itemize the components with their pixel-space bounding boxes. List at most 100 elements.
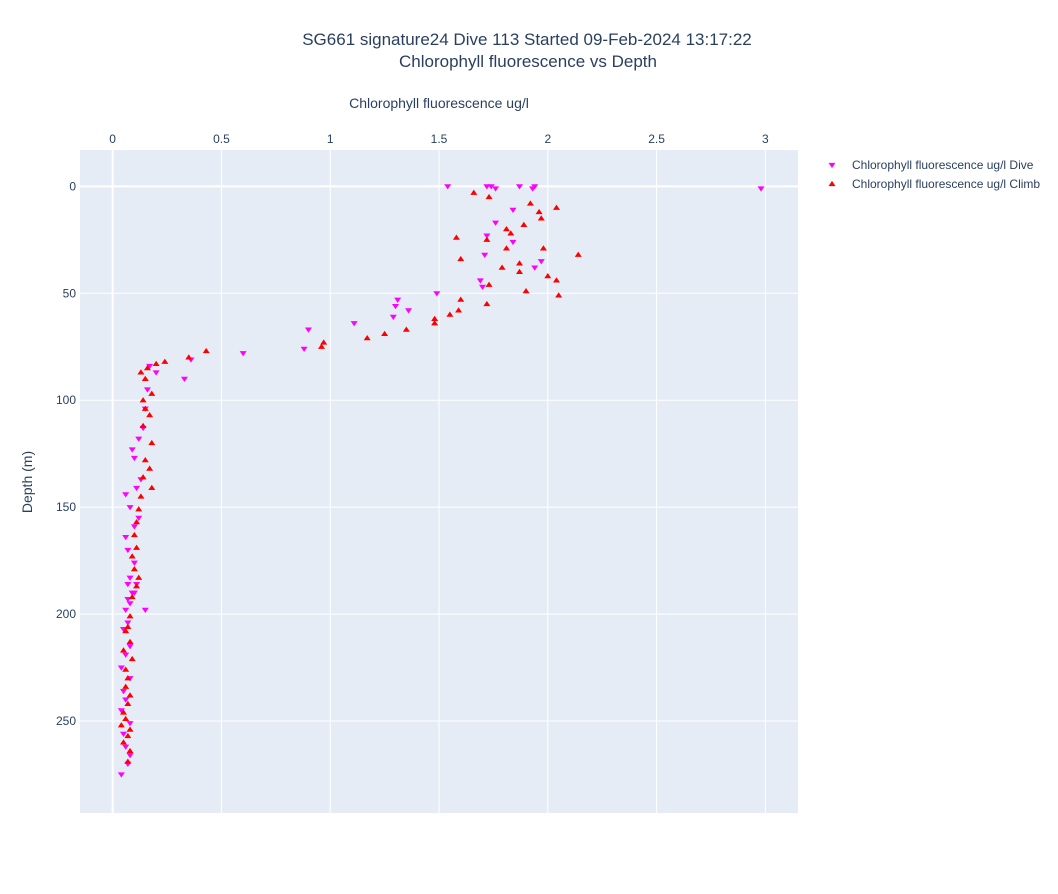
climb-point xyxy=(470,189,478,195)
legend-item-dive[interactable]: Chlorophyll fluorescence ug/l Dive xyxy=(828,158,1034,172)
dive-point xyxy=(117,665,125,671)
climb-point xyxy=(320,339,328,345)
climb-point xyxy=(363,335,371,341)
climb-point xyxy=(516,260,524,266)
climb-point xyxy=(139,474,147,480)
y-tick-label: 250 xyxy=(56,714,76,728)
climb-point xyxy=(139,422,147,428)
legend-label-climb: Chlorophyll fluorescence ug/l Climb xyxy=(852,177,1040,191)
dive-point xyxy=(483,233,491,239)
x-tick-label: 0.5 xyxy=(213,132,230,146)
climb-point xyxy=(139,397,147,403)
climb-point xyxy=(431,320,439,326)
climb-point xyxy=(526,200,534,206)
dive-point xyxy=(757,186,765,192)
climb-point xyxy=(502,245,510,251)
dive-point xyxy=(117,708,125,714)
climb-point xyxy=(133,544,141,550)
dive-point xyxy=(122,744,130,750)
climb-point xyxy=(507,230,515,236)
dive-point xyxy=(509,207,517,214)
chart-subtitle: Chlorophyll fluorescence vs Depth xyxy=(399,52,657,71)
y-tick-label: 200 xyxy=(56,607,76,621)
climb-point xyxy=(152,360,160,366)
chart-title: SG661 signature24 Dive 113 Started 09-Fe… xyxy=(302,30,752,49)
dive-point xyxy=(130,455,138,462)
x-axis-label: Chlorophyll fluorescence ug/l xyxy=(349,95,529,111)
x-tick-label: 2.5 xyxy=(648,132,665,146)
dive-point xyxy=(531,265,539,271)
data-points xyxy=(117,184,765,778)
climb-point xyxy=(148,439,156,446)
dive-point xyxy=(433,291,441,297)
x-tick-label: 1 xyxy=(327,132,334,146)
climb-point xyxy=(457,296,465,302)
climb-point xyxy=(126,726,134,732)
climb-point xyxy=(318,343,326,349)
climb-point xyxy=(126,747,134,754)
dive-point xyxy=(476,278,484,284)
dive-point xyxy=(516,184,524,190)
climb-point xyxy=(202,347,210,354)
climb-point xyxy=(539,245,547,251)
dive-point xyxy=(122,607,130,613)
dive-point xyxy=(481,252,489,258)
climb-point xyxy=(137,369,145,375)
dive-point xyxy=(141,607,149,613)
dive-point xyxy=(122,492,130,498)
dive-point xyxy=(389,314,397,320)
dive-point xyxy=(130,524,138,530)
x-tick-label: 0 xyxy=(109,132,116,146)
climb-point xyxy=(146,412,154,418)
grid xyxy=(80,150,798,813)
climb-point xyxy=(520,221,528,227)
legend[interactable]: Chlorophyll fluorescence ug/l Dive Chlor… xyxy=(828,158,1041,191)
dive-point xyxy=(537,259,545,265)
climb-point xyxy=(457,255,465,262)
dive-point xyxy=(120,688,128,695)
climb-point xyxy=(124,732,132,739)
climb-point xyxy=(122,683,130,689)
dive-point xyxy=(479,284,487,291)
climb-point xyxy=(402,326,410,332)
dive-point xyxy=(492,220,500,226)
dive-point xyxy=(120,731,128,738)
climb-point xyxy=(452,234,460,240)
climb-point xyxy=(498,264,506,270)
climb-point xyxy=(483,300,491,307)
y-tick-label: 0 xyxy=(69,179,76,193)
climb-point xyxy=(161,358,169,364)
dive-point xyxy=(135,436,143,442)
climb-point xyxy=(455,307,463,313)
climb-point xyxy=(148,484,156,491)
x-ticks: 0 0.5 1 1.5 2 2.5 3 xyxy=(109,132,769,146)
legend-marker-dive xyxy=(828,162,836,169)
dive-point xyxy=(117,772,125,778)
climb-point xyxy=(124,758,132,764)
dive-point xyxy=(444,184,452,190)
dive-point xyxy=(126,575,134,581)
dive-point xyxy=(304,327,312,333)
climb-point xyxy=(126,692,134,698)
dive-point xyxy=(122,535,130,541)
legend-item-climb[interactable]: Chlorophyll fluorescence ug/l Climb xyxy=(828,177,1041,191)
climb-point xyxy=(133,518,141,525)
climb-point xyxy=(446,311,454,317)
x-tick-label: 3 xyxy=(762,132,769,146)
y-tick-label: 150 xyxy=(56,500,76,514)
dive-point xyxy=(509,239,517,246)
climb-point xyxy=(120,739,128,745)
climb-point xyxy=(130,531,138,538)
climb-point xyxy=(128,593,136,600)
dive-point xyxy=(135,515,143,522)
climb-point xyxy=(148,390,156,396)
climb-point xyxy=(544,273,552,279)
climb-point xyxy=(133,583,141,589)
dive-point xyxy=(126,753,134,759)
climb-point xyxy=(120,709,128,715)
y-tick-label: 50 xyxy=(63,286,77,300)
dive-point xyxy=(126,505,134,511)
dive-point xyxy=(130,590,138,596)
climb-point xyxy=(185,354,193,360)
dive-point xyxy=(133,485,141,492)
